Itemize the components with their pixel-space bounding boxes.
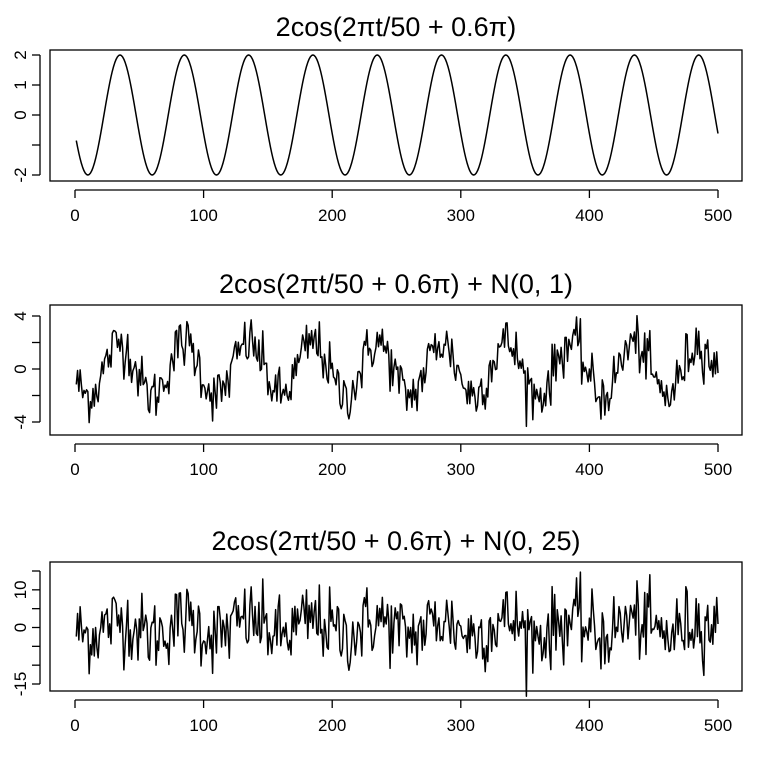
panel-2: 2cos(2πt/50 + 0.6π) + N(0, 1) 0 100 200 300 4… [11, 269, 743, 479]
panel-3: 2cos(2πt/50 + 0.6π) + N(0, 25)0 100 200 300… [11, 526, 743, 735]
y-tick-label: 0 [11, 364, 30, 373]
x-tick-label: 400 [575, 716, 603, 735]
x-tick-label: 100 [189, 206, 217, 225]
plot-box [49, 561, 743, 692]
y-tick-label: 2 [11, 50, 30, 59]
x-tick-label: 200 [318, 460, 346, 479]
panel-1: 2cos(2πt/50 + 0.6π) 0 100 200 300 400 500 -2 0 1 2 [11, 12, 743, 225]
y-tick-label: -2 [11, 167, 30, 182]
x-tick-label: 200 [318, 206, 346, 225]
plot-box [49, 49, 743, 182]
y-tick-label: -15 [11, 672, 30, 697]
y-tick-label: 0 [11, 110, 30, 119]
panel-title: 2cos(2πt/50 + 0.6π) + N(0, 25) [212, 526, 581, 556]
y-tick-label: 1 [11, 80, 30, 89]
x-tick-label: 400 [575, 206, 603, 225]
x-tick-label: 400 [575, 460, 603, 479]
plot-box [49, 304, 743, 436]
x-tick-label: 100 [189, 460, 217, 479]
y-tick-label: 0 [11, 623, 30, 632]
y-tick-label: 4 [11, 311, 30, 320]
series-line [75, 314, 719, 428]
series-line [75, 571, 719, 698]
x-tick-label: 0 [70, 206, 79, 225]
series-line [75, 54, 719, 176]
x-tick-label: 100 [189, 716, 217, 735]
x-tick-label: 300 [447, 716, 475, 735]
x-tick-label: 300 [447, 460, 475, 479]
x-tick-label: 0 [70, 716, 79, 735]
panel-title: 2cos(2πt/50 + 0.6π) [276, 12, 517, 42]
x-tick-label: 200 [318, 716, 346, 735]
y-tick-label: -4 [11, 414, 30, 429]
x-tick-label: 500 [704, 460, 732, 479]
x-tick-label: 500 [704, 716, 732, 735]
x-tick-label: 500 [704, 206, 732, 225]
y-tick-label: 10 [11, 580, 30, 599]
x-tick-label: 0 [70, 460, 79, 479]
x-tick-label: 300 [447, 206, 475, 225]
panel-title: 2cos(2πt/50 + 0.6π) + N(0, 1) [219, 269, 573, 299]
